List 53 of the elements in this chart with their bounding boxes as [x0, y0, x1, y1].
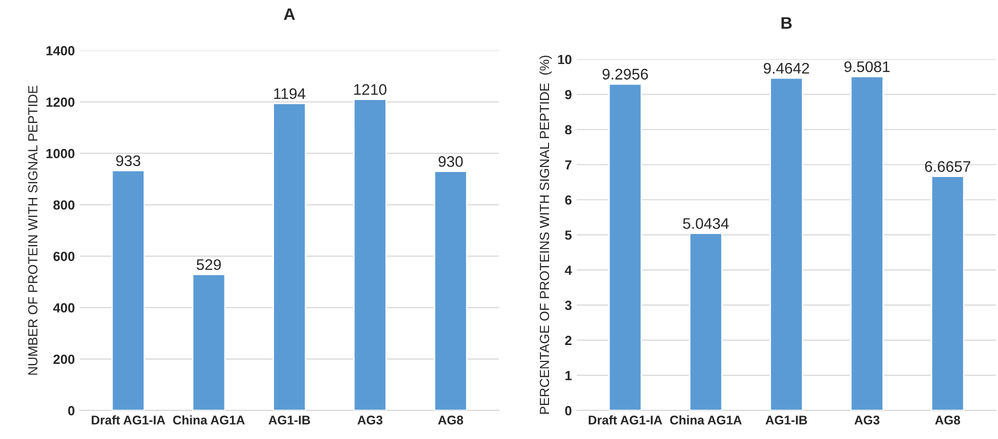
y-tick-label: 1000	[46, 148, 74, 158]
bar	[608, 83, 642, 410]
y-tick-label: 7	[565, 160, 572, 170]
y-tick-label: 200	[53, 354, 74, 364]
x-tick-label: AG1-IB	[766, 416, 808, 425]
data-label: 5.0434	[683, 218, 729, 229]
bar	[353, 98, 387, 410]
data-label: 9.4642	[764, 62, 810, 74]
y-tick-label: 6	[565, 195, 572, 205]
y-tick-label: 800	[53, 200, 74, 210]
y-tick-label: 0	[565, 406, 572, 416]
x-tick-label: AG3	[854, 416, 880, 425]
y-tick-label: 1	[565, 371, 572, 380]
x-tick-label: AG3	[357, 416, 382, 425]
x-tick-label: AG1-IB	[268, 416, 310, 425]
data-label: 529	[196, 259, 221, 270]
y-tick-label: 2	[565, 336, 572, 346]
bar	[111, 170, 146, 410]
y-tick-label: 5	[565, 230, 572, 240]
x-tick-label: Draft AG1-IA	[92, 415, 166, 425]
y-tick-label: 10	[558, 54, 572, 64]
data-label: 1194	[274, 88, 306, 100]
x-tick-label: AG8	[438, 416, 464, 425]
y-axis-title: NUMBER OF PROTEIN WITH SIGNAL PEPTIDE	[28, 86, 38, 375]
x-tick-label: Draft AG1-IA	[588, 415, 662, 425]
chart-title: A	[284, 8, 295, 20]
data-label: 1210	[354, 84, 386, 95]
y-axis-title: PERCENTAGE OF PROTEINS WITH SIGNAL PEPTIDE (%)	[539, 56, 552, 414]
bar	[850, 76, 884, 410]
y-tick-label: 4	[564, 266, 572, 275]
y-tick-label: 0	[68, 406, 74, 416]
y-tick-label: 3	[564, 300, 572, 310]
bar	[192, 274, 226, 410]
data-label: 9.5081	[844, 61, 890, 72]
y-tick-label: 1400	[46, 46, 74, 56]
data-label: 9.2956	[602, 68, 648, 80]
y-tick-label: 8	[565, 125, 572, 134]
data-label: 930	[438, 156, 463, 167]
data-label: 933	[116, 155, 140, 166]
y-tick-label: 400	[53, 303, 74, 313]
y-tick-label: 600	[53, 252, 74, 262]
chart-title: B	[782, 17, 792, 29]
x-tick-label: China AG1A	[670, 415, 742, 425]
bar	[770, 77, 804, 410]
bar	[272, 102, 306, 410]
x-tick-label: China AG1A	[173, 415, 245, 425]
bar	[930, 176, 964, 410]
data-label: 6.6657	[925, 161, 970, 172]
y-tick-label: 9	[565, 90, 572, 100]
bar	[689, 232, 723, 410]
y-tick-label: 1200	[46, 97, 74, 107]
x-tick-label: AG8	[935, 416, 960, 425]
bar	[434, 170, 468, 410]
